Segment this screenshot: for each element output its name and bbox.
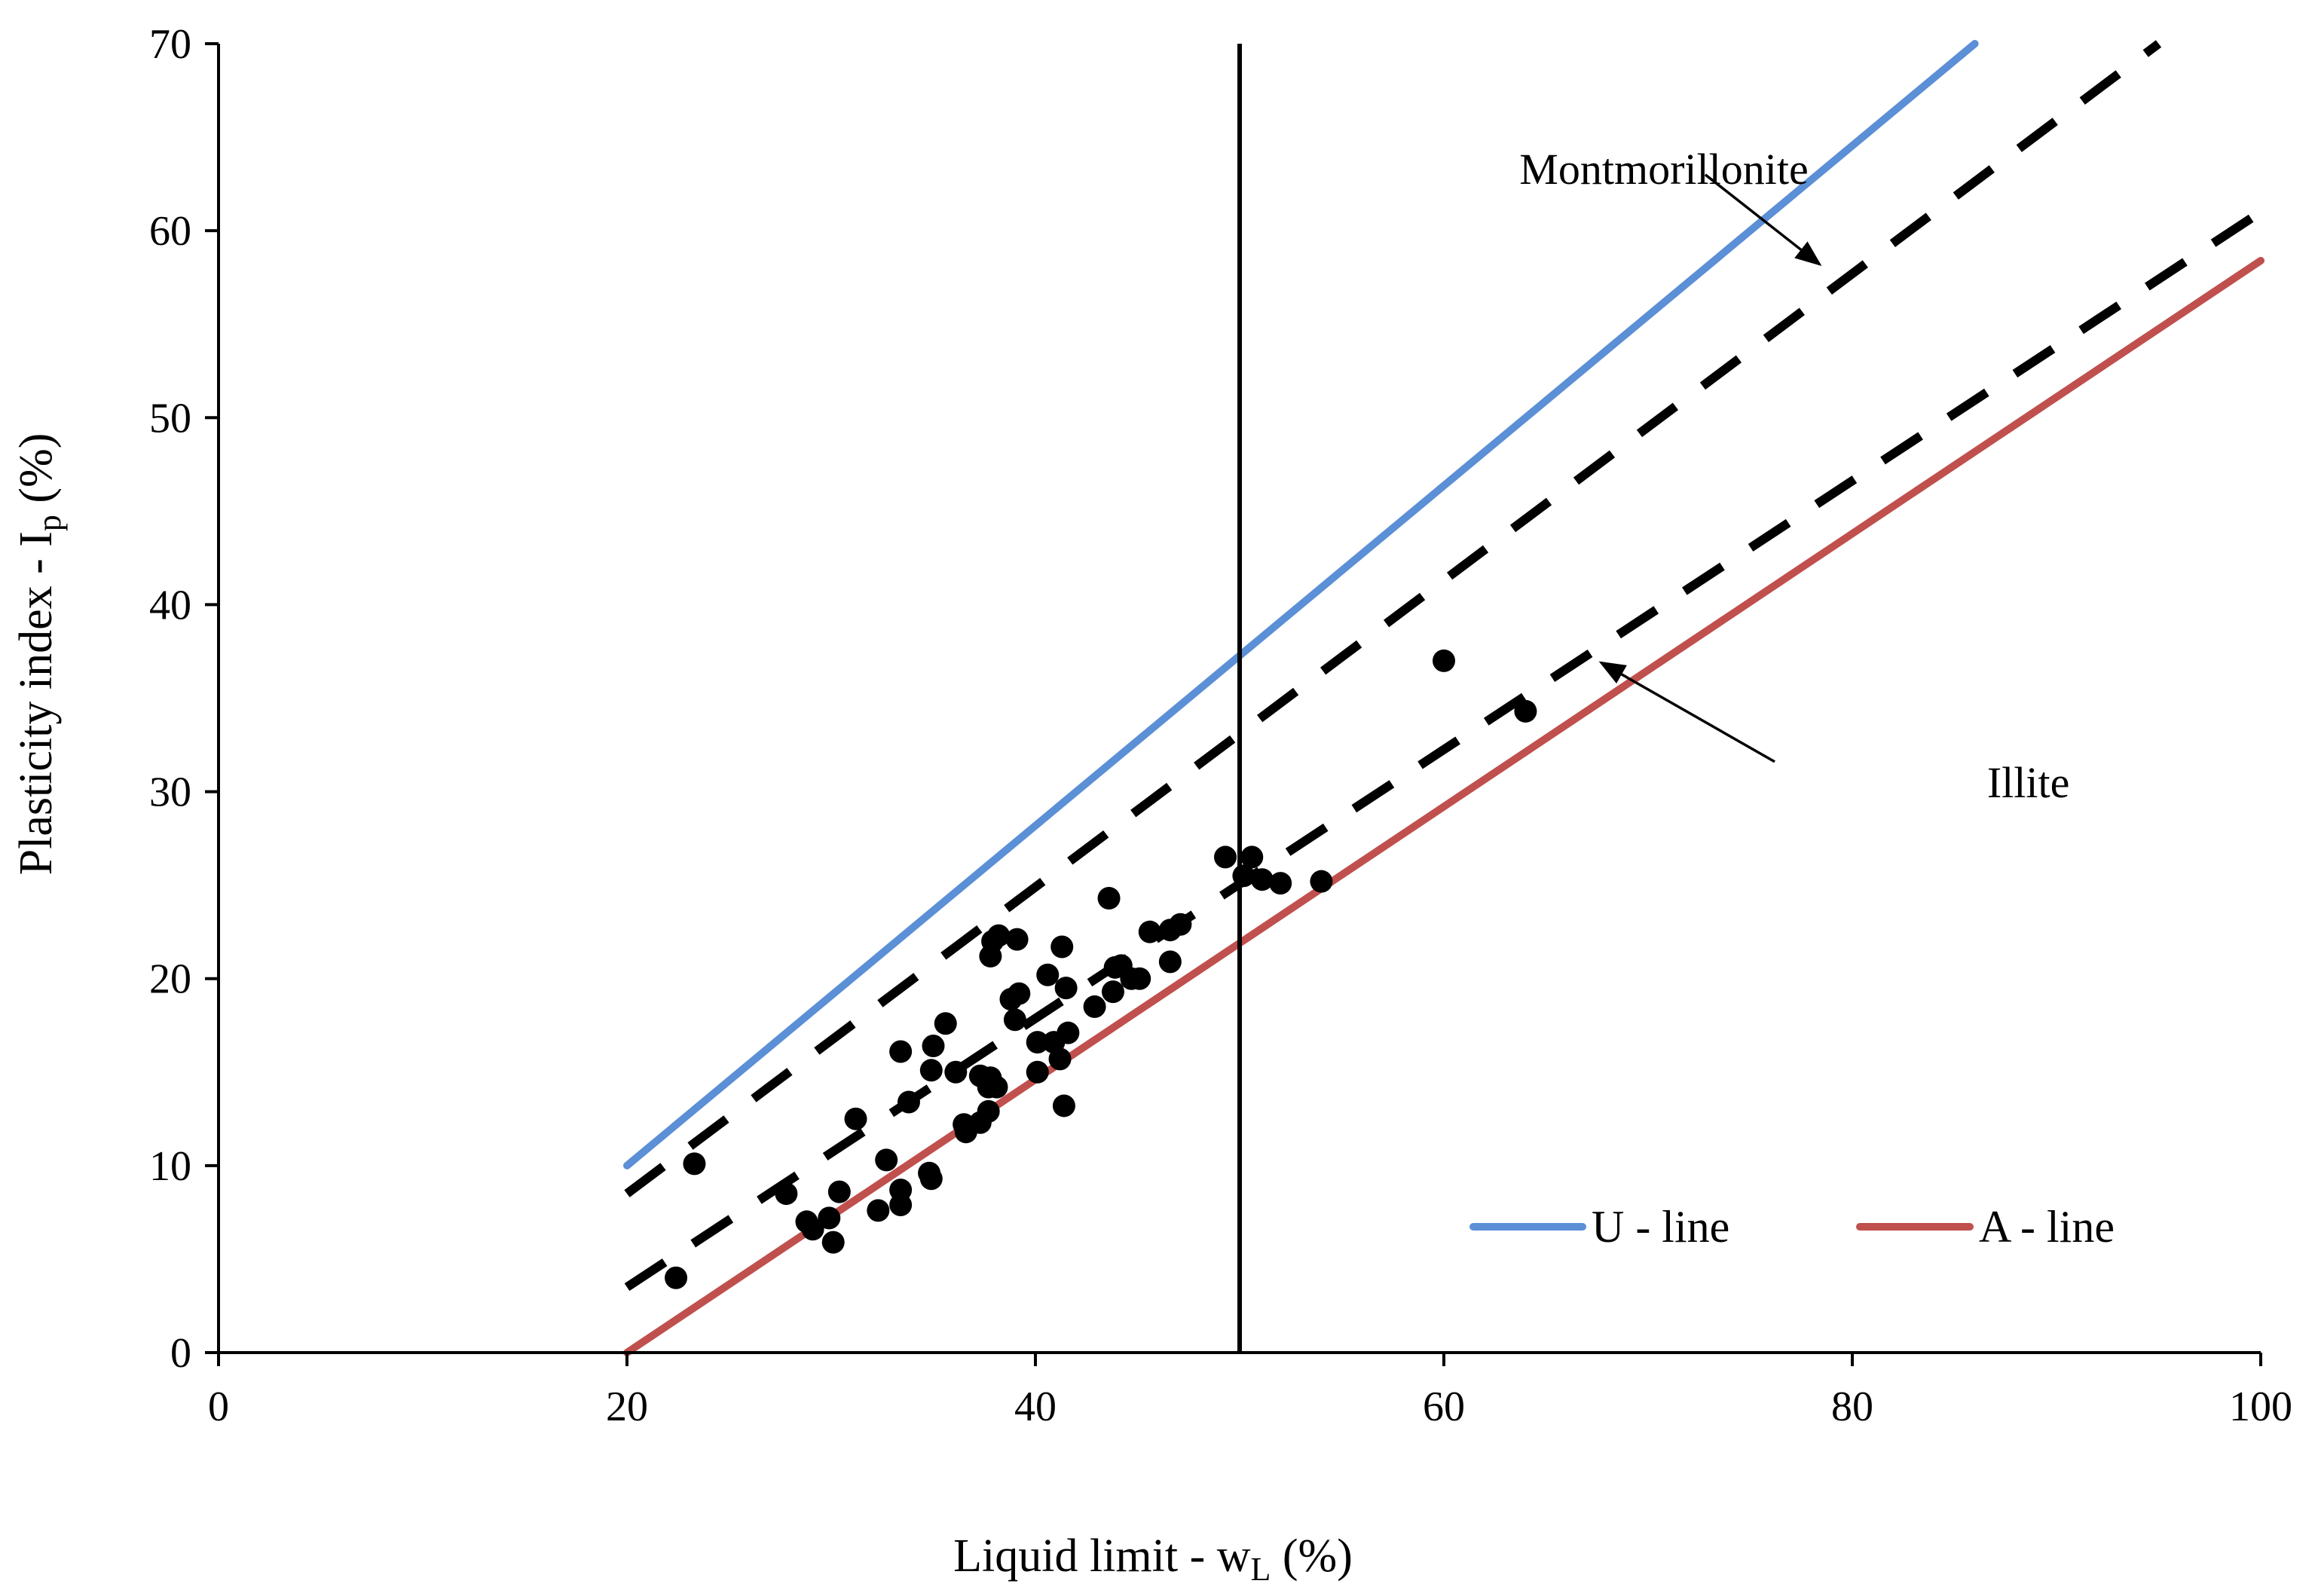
data-point — [1250, 868, 1274, 891]
data-point — [1054, 977, 1078, 1000]
x-axis-title-sub: L — [1251, 1551, 1271, 1588]
data-point — [1097, 887, 1121, 910]
data-point — [1083, 995, 1106, 1018]
x-tick-label: 20 — [606, 1384, 648, 1430]
x-axis-title-main: Liquid limit - w — [953, 1530, 1251, 1582]
data-point — [987, 924, 1011, 947]
data-point — [985, 1075, 1008, 1099]
montmorillonite-arrow — [1704, 173, 1822, 266]
annotation-illite: Illite — [1987, 758, 2070, 807]
data-point — [1128, 967, 1151, 990]
data-point — [1057, 1021, 1080, 1044]
data-point — [977, 1099, 1000, 1123]
data-point — [1240, 845, 1264, 869]
data-point — [897, 1090, 920, 1114]
annotations — [1598, 173, 1822, 763]
data-point — [934, 1012, 957, 1035]
legend-a-line-label: A - line — [1979, 1202, 2115, 1252]
x-tick-label: 100 — [2229, 1384, 2292, 1430]
y-tick-label: 10 — [149, 1143, 191, 1190]
data-point — [1269, 872, 1292, 895]
data-point — [821, 1231, 845, 1254]
data-point — [889, 1040, 913, 1063]
x-tick-label: 40 — [1014, 1384, 1057, 1430]
x-axis-title: Liquid limit - wL (%) — [953, 1530, 1353, 1588]
legend-u-line-label: U - line — [1592, 1202, 1729, 1252]
data-point — [1158, 950, 1182, 974]
x-tick-label: 0 — [208, 1384, 229, 1430]
montmorillonite-dashed-line — [624, 40, 2162, 1197]
data-point — [1005, 928, 1029, 951]
y-axis-title: Plasticity index - Ip (%) — [11, 433, 68, 876]
x-tick-label: 60 — [1423, 1384, 1465, 1430]
data-points — [665, 649, 1537, 1289]
data-point — [1052, 1094, 1075, 1118]
y-tick-label: 30 — [149, 769, 191, 816]
y-axis-title-unit: (%) — [11, 433, 62, 515]
data-point — [919, 1167, 943, 1191]
axes: 0 20 40 60 80 100 0 10 20 30 40 50 60 70 — [149, 21, 2292, 1430]
data-point — [1050, 935, 1074, 959]
a-line — [623, 256, 2265, 1356]
x-tick-label: 80 — [1831, 1384, 1873, 1430]
data-point — [1008, 982, 1031, 1005]
data-point — [683, 1152, 706, 1176]
data-point — [1433, 649, 1455, 672]
x-axis-title-unit: (%) — [1271, 1530, 1352, 1582]
y-axis-title-main: Plasticity index - I — [11, 531, 62, 875]
data-point — [1101, 980, 1124, 1004]
y-tick-label: 50 — [149, 395, 191, 442]
data-point — [1003, 1008, 1026, 1032]
data-point — [1514, 699, 1537, 723]
legend: U - line A - line — [1469, 1202, 2115, 1252]
data-point — [1310, 870, 1333, 893]
data-point — [1214, 845, 1237, 869]
data-point — [1026, 1031, 1049, 1054]
data-point — [1169, 913, 1192, 936]
y-axis-title-sub: p — [31, 515, 68, 531]
data-point — [801, 1218, 824, 1241]
data-point — [922, 1035, 945, 1058]
data-point — [1036, 963, 1060, 986]
y-tick-label: 40 — [149, 582, 191, 628]
y-tick-label: 60 — [149, 208, 191, 255]
data-point — [867, 1199, 890, 1222]
data-point — [665, 1266, 688, 1289]
y-tick-label: 0 — [170, 1330, 191, 1377]
y-tick-label: 70 — [149, 21, 191, 68]
data-point — [818, 1206, 841, 1230]
data-point — [919, 1059, 943, 1082]
data-point — [875, 1148, 898, 1172]
data-point — [844, 1107, 867, 1130]
data-point — [1048, 1047, 1072, 1071]
annotation-montmorillonite: Montmorillonite — [1519, 145, 1808, 194]
data-point — [944, 1060, 968, 1084]
illite-arrow — [1598, 661, 1775, 763]
data-point — [775, 1182, 798, 1206]
data-point — [827, 1180, 851, 1203]
data-point — [1232, 864, 1255, 888]
data-point — [1138, 920, 1161, 943]
u-line — [623, 40, 1979, 1169]
data-point — [1026, 1060, 1049, 1084]
y-tick-label: 20 — [149, 956, 191, 1003]
data-point — [889, 1193, 913, 1216]
